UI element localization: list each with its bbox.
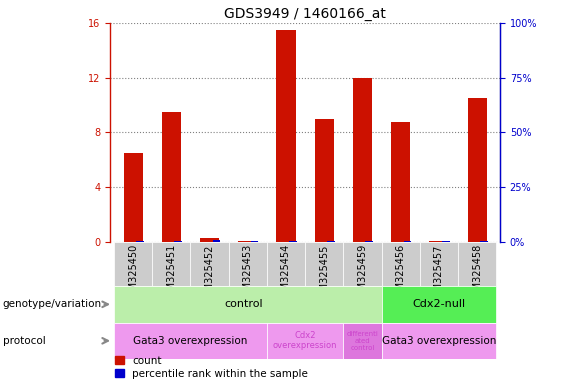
Bar: [276, 30, 295, 242]
Legend: count, percentile rank within the sample: count, percentile rank within the sample: [115, 356, 308, 379]
Text: differenti
ated
control: differenti ated control: [346, 331, 379, 351]
Bar: [429, 240, 449, 242]
Text: GSM325457: GSM325457: [434, 244, 444, 303]
Bar: [381, 286, 496, 323]
Bar: [212, 240, 220, 242]
Bar: [468, 98, 486, 242]
Text: GSM325455: GSM325455: [319, 244, 329, 303]
Bar: [315, 119, 334, 242]
Bar: [175, 241, 182, 242]
Bar: [344, 323, 381, 359]
Bar: [190, 242, 229, 286]
Bar: [344, 242, 381, 286]
Bar: [442, 241, 450, 242]
Text: GSM325454: GSM325454: [281, 244, 291, 303]
Bar: [251, 241, 258, 242]
Bar: [152, 242, 190, 286]
Text: GSM325459: GSM325459: [358, 244, 367, 303]
Bar: [381, 323, 496, 359]
Title: GDS3949 / 1460166_at: GDS3949 / 1460166_at: [224, 7, 386, 21]
Bar: [381, 242, 420, 286]
Bar: [200, 238, 219, 242]
Bar: [114, 323, 267, 359]
Text: Cdx2-null: Cdx2-null: [412, 299, 466, 310]
Text: control: control: [225, 299, 263, 310]
Bar: [327, 241, 335, 242]
Text: Gata3 overexpression: Gata3 overexpression: [133, 336, 247, 346]
Text: Cdx2
overexpression: Cdx2 overexpression: [273, 331, 337, 351]
Bar: [391, 121, 410, 242]
Bar: [305, 242, 344, 286]
Text: GSM325450: GSM325450: [128, 244, 138, 303]
Text: GSM325452: GSM325452: [205, 244, 215, 303]
Text: GSM325458: GSM325458: [472, 244, 482, 303]
Bar: [267, 242, 305, 286]
Bar: [404, 241, 411, 242]
Bar: [238, 240, 257, 242]
Text: genotype/variation: genotype/variation: [3, 299, 102, 310]
Bar: [353, 78, 372, 242]
Bar: [366, 241, 373, 242]
Text: protocol: protocol: [3, 336, 46, 346]
Bar: [480, 241, 488, 242]
Bar: [289, 241, 297, 242]
Text: GSM325451: GSM325451: [166, 244, 176, 303]
Text: GSM325456: GSM325456: [396, 244, 406, 303]
Text: GSM325453: GSM325453: [243, 244, 253, 303]
Bar: [114, 286, 381, 323]
Bar: [267, 323, 344, 359]
Bar: [229, 242, 267, 286]
Bar: [136, 241, 144, 242]
Bar: [162, 112, 181, 242]
Bar: [114, 242, 152, 286]
Bar: [420, 242, 458, 286]
Bar: [124, 153, 142, 242]
Bar: [458, 242, 496, 286]
Text: Gata3 overexpression: Gata3 overexpression: [382, 336, 496, 346]
